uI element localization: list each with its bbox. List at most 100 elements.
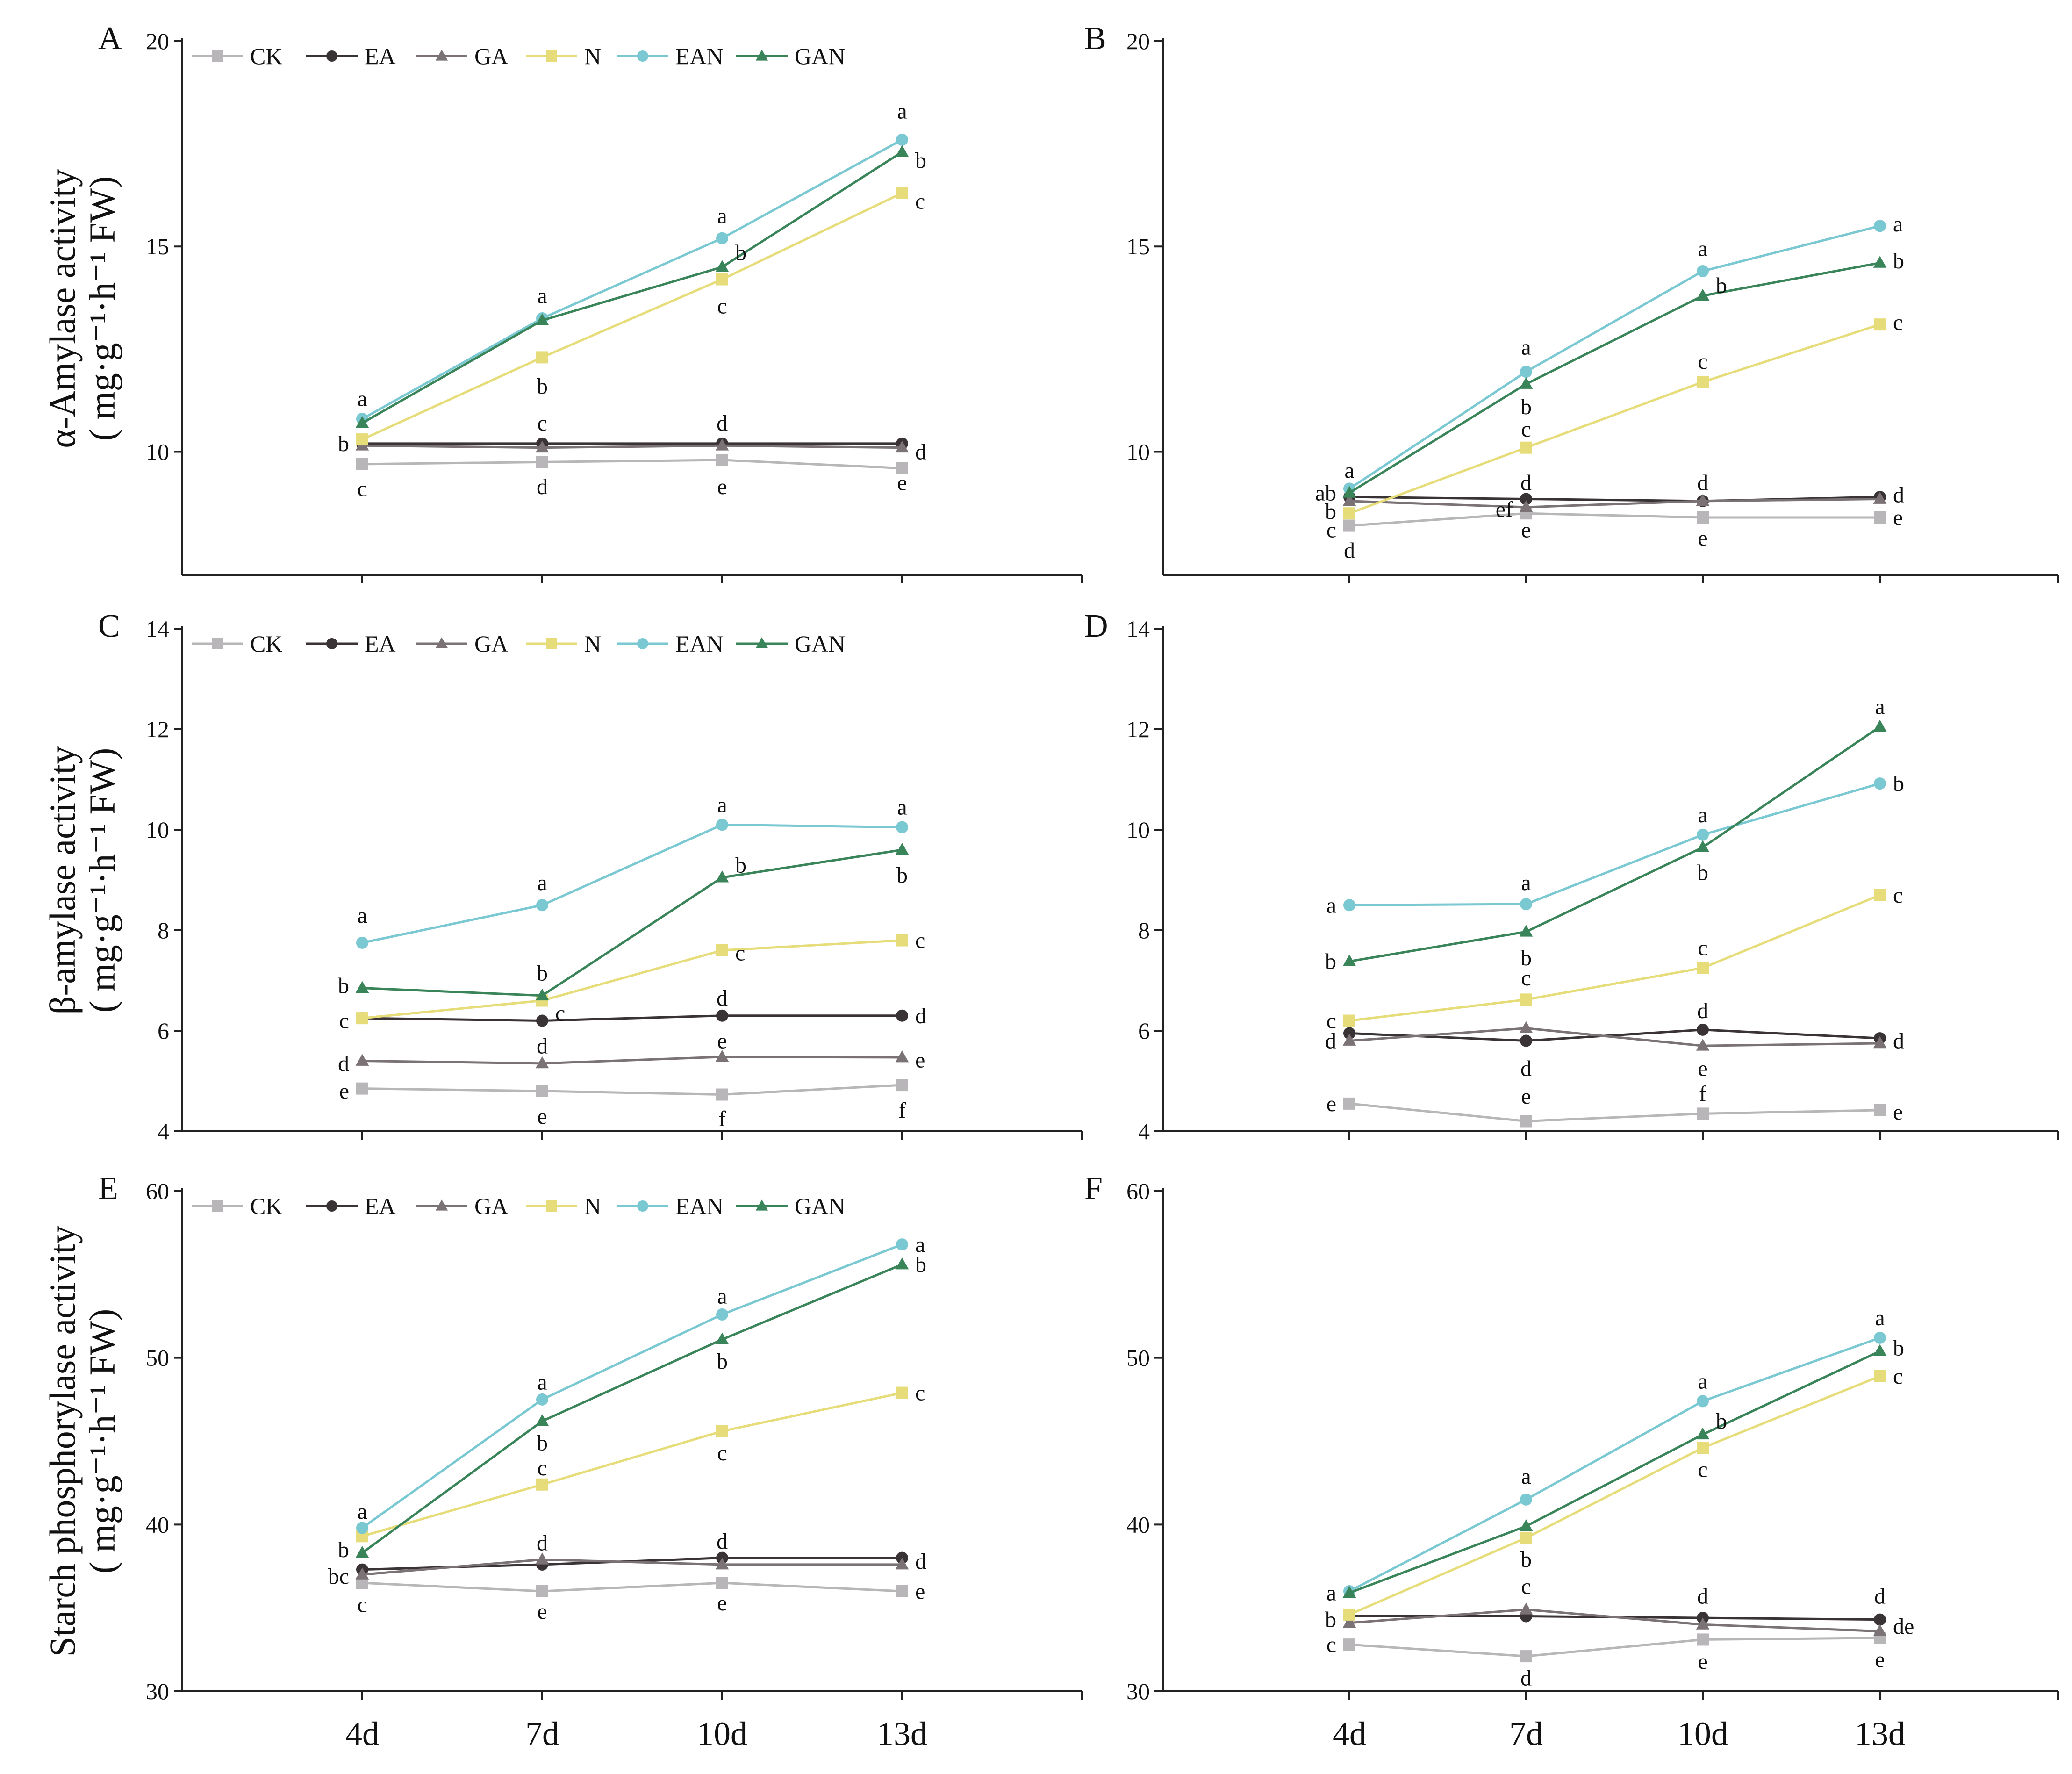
significance-letter: a xyxy=(1326,893,1336,918)
y-tick-label: 4 xyxy=(1138,1118,1150,1144)
y-tick-label: 40 xyxy=(1126,1511,1150,1537)
significance-letter: e xyxy=(915,1579,925,1604)
significance-letter: d xyxy=(717,1529,728,1554)
series-line-GA xyxy=(1349,497,1880,509)
point-EA-7d xyxy=(536,1014,548,1027)
significance-letter: a xyxy=(1698,237,1707,261)
point-N-13d xyxy=(1874,318,1886,331)
significance-letter: c xyxy=(537,1456,547,1480)
point-GA-4d xyxy=(1342,494,1356,506)
panel-letter-E: E xyxy=(98,1171,118,1207)
significance-letter: c xyxy=(1698,936,1707,961)
point-GAN-13d xyxy=(895,843,909,855)
y-axis-units: ( mg·g⁻¹·h⁻¹ FW) xyxy=(82,1309,122,1574)
y-tick-label: 14 xyxy=(1126,616,1150,642)
legend-label-CK: CK xyxy=(250,1193,282,1219)
legend-marker-GA xyxy=(435,50,448,61)
significance-letter: b xyxy=(1716,1409,1727,1434)
significance-letter: b xyxy=(1697,860,1708,885)
significance-letter: c xyxy=(1326,517,1336,542)
significance-letter: c xyxy=(357,477,367,502)
point-N-4d xyxy=(356,433,368,446)
legend-label-GAN: GAN xyxy=(795,43,845,69)
significance-letter: c xyxy=(915,1381,925,1406)
y-tick-label: 15 xyxy=(146,233,169,259)
point-GAN-7d xyxy=(1519,925,1533,937)
significance-letter: e xyxy=(915,1048,925,1072)
significance-letter: d xyxy=(1893,1029,1904,1054)
y-tick-label: 50 xyxy=(1126,1345,1150,1371)
point-GAN-4d xyxy=(1342,954,1356,967)
series-line-EA xyxy=(362,1014,902,1022)
point-N-13d xyxy=(896,934,908,947)
significance-letter: c xyxy=(1326,1009,1336,1034)
y-tick-label: 14 xyxy=(146,616,169,642)
point-CK-10d xyxy=(716,1577,728,1589)
y-tick-label: 20 xyxy=(1126,28,1150,54)
point-GAN-13d xyxy=(1873,1344,1887,1356)
point-CK-4d xyxy=(356,458,368,470)
legend-label-EAN: EAN xyxy=(675,631,724,657)
panel-letter-A: A xyxy=(98,21,122,57)
point-GAN-13d xyxy=(895,1257,909,1270)
point-CK-10d xyxy=(716,454,728,467)
y-axis-title: β-amylase activity xyxy=(42,746,83,1015)
series-line-N xyxy=(361,192,903,441)
significance-letter: e xyxy=(1893,1100,1903,1125)
series-line-GAN xyxy=(1349,725,1881,963)
significance-letter: b xyxy=(537,374,548,399)
legend-marker-EA xyxy=(326,50,337,62)
significance-letter: c xyxy=(1893,883,1903,908)
significance-letter: a xyxy=(897,99,907,123)
x-tick-label: 10d xyxy=(697,1715,747,1752)
legend-marker-GAN xyxy=(755,50,768,61)
point-GAN-10d xyxy=(715,870,729,883)
point-N-13d xyxy=(896,187,908,200)
y-tick-label: 8 xyxy=(1138,917,1150,943)
significance-letter: a xyxy=(357,903,367,928)
point-GAN-10d xyxy=(1696,1427,1710,1440)
significance-letter: a xyxy=(1344,458,1354,483)
significance-letter: c xyxy=(717,1441,727,1465)
series-line-GA xyxy=(1349,1027,1880,1047)
series-line-N xyxy=(362,939,903,1020)
point-CK-4d xyxy=(1343,1097,1355,1110)
series-line-GAN xyxy=(361,151,903,424)
significance-letter: b xyxy=(537,961,548,985)
series-line-GA xyxy=(362,1558,902,1576)
significance-letter: c xyxy=(357,1593,367,1617)
significance-letter: a xyxy=(537,284,547,309)
significance-letter: a xyxy=(357,386,367,411)
legend-label-EA: EA xyxy=(365,43,396,69)
point-CK-10d xyxy=(1697,1107,1709,1120)
significance-letter: a xyxy=(915,1232,925,1257)
panel-letter-F: F xyxy=(1084,1171,1103,1207)
significance-letter: b xyxy=(338,431,349,456)
point-GA-10d xyxy=(1696,1039,1710,1051)
legend-marker-N xyxy=(546,50,557,62)
legend-marker-GA xyxy=(435,1199,448,1211)
legend-marker-EAN xyxy=(637,50,648,62)
point-CK-7d xyxy=(536,1085,548,1097)
legend-label-EA: EA xyxy=(365,631,396,657)
legend-label-N: N xyxy=(584,43,601,69)
significance-letter: a xyxy=(1698,1369,1707,1394)
point-CK-13d xyxy=(896,1079,908,1092)
series-line-N xyxy=(1349,1375,1880,1616)
point-CK-7d xyxy=(536,1585,548,1597)
point-EAN-13d xyxy=(896,1238,908,1251)
significance-letter: a xyxy=(897,795,907,820)
y-axis-title: Starch phosphorylase activity xyxy=(42,1226,83,1657)
x-tick-label: 7d xyxy=(525,1715,559,1752)
y-tick-label: 6 xyxy=(158,1018,169,1044)
significance-letter: d xyxy=(1697,1584,1708,1609)
legend-marker-CK xyxy=(212,1200,223,1212)
point-N-13d xyxy=(1874,889,1886,901)
point-GAN-7d xyxy=(535,1414,549,1426)
legend-label-GA: GA xyxy=(474,43,508,69)
point-GA-4d xyxy=(1342,1034,1356,1046)
series-line-EAN xyxy=(362,823,903,944)
